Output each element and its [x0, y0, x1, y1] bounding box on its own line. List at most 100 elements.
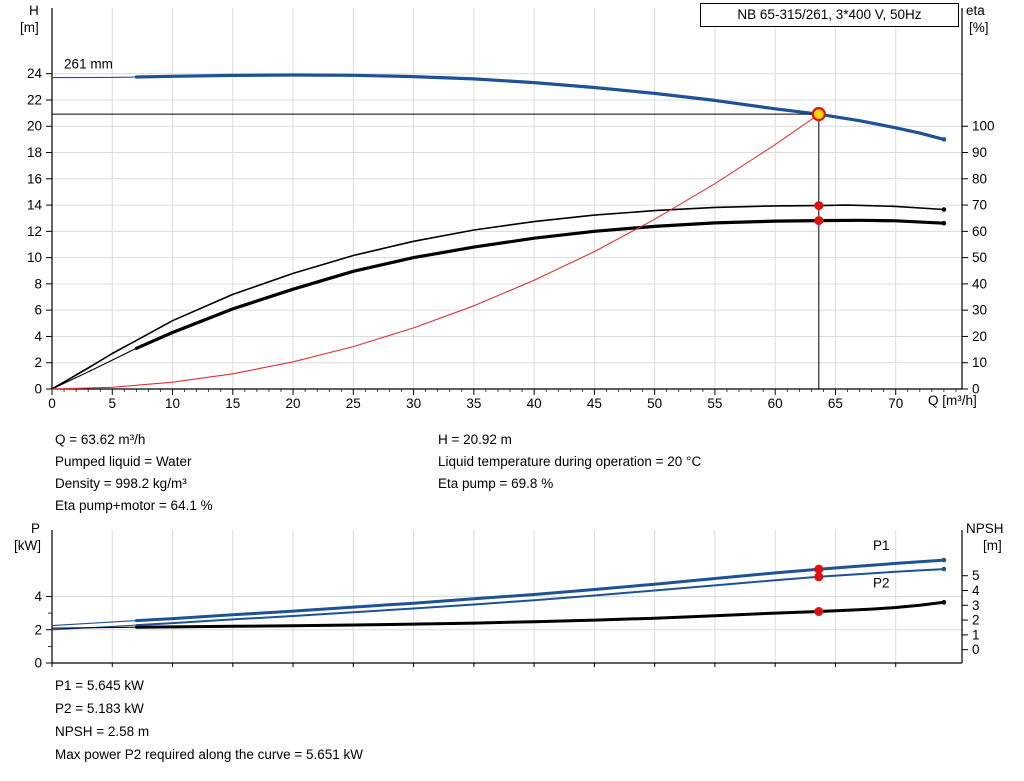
y-right-tick-label: 0 [972, 642, 980, 657]
y-right-tick-label: 60 [972, 224, 987, 239]
y-left-tick-label: 0 [34, 382, 42, 397]
y-left-tick-label: 6 [34, 303, 42, 318]
y-right-tick-label: 80 [972, 171, 987, 186]
npsh-axis-unit: [m] [983, 538, 1002, 553]
y-right-tick-label: 1 [972, 627, 980, 642]
eta-pump-curve [51, 204, 944, 390]
head-curve-261mm-end-dot [941, 137, 947, 142]
duty-parabola [51, 113, 820, 390]
y-left-tick-label: 22 [27, 92, 42, 107]
info-line-eta-pump: Eta pump = 69.8 % [438, 476, 554, 491]
y-right-tick-label: 30 [972, 303, 987, 318]
info-line-h: H = 20.92 m [438, 432, 512, 447]
eta-axis-name: eta [966, 3, 985, 18]
eta-pump-point-marker [814, 201, 824, 211]
x-tick-label: 10 [165, 396, 180, 411]
p2-point-marker [814, 572, 824, 582]
operating-data-right: H = 20.92 m Liquid temperature during op… [438, 429, 701, 495]
eta-pump-motor-point-marker [814, 216, 824, 226]
npsh-curve-lead [51, 626, 137, 629]
x-tick-label: 40 [527, 396, 542, 411]
y-right-tick-label: 5 [972, 568, 980, 583]
y-left-tick-label: 4 [34, 329, 42, 344]
x-tick-label: 35 [466, 396, 481, 411]
x-tick-label: 0 [48, 396, 56, 411]
head-curve-261mm [134, 73, 946, 141]
x-tick-label: 70 [888, 396, 903, 411]
p1-point-marker [814, 564, 824, 574]
info-line-q: Q = 63.62 m³/h [55, 432, 146, 447]
y-left-tick-label: 24 [27, 66, 43, 81]
p1-curve-lead [51, 620, 137, 627]
y-left-tick-label: 12 [27, 224, 42, 239]
y-right-tick-label: 3 [972, 598, 980, 613]
info-line-eta-pump-motor: Eta pump+motor = 64.1 % [55, 498, 213, 513]
qh-eta-chart: 0 5 10 15 20 25 30 35 40 45 50 55 60 65 70024681012141… [27, 8, 995, 411]
eta-pump-motor-curve [134, 218, 946, 350]
y-right-tick-label: 20 [972, 329, 987, 344]
eta-pump-motor-curve-lead [51, 347, 137, 390]
info-line-temperature: Liquid temperature during operation = 20… [438, 454, 702, 469]
y-left-tick-label: 16 [27, 171, 42, 186]
y-right-tick-label: 2 [972, 613, 980, 628]
curve-annotation: P1 [873, 538, 890, 553]
info-line-liquid: Pumped liquid = Water [55, 454, 192, 469]
y-right-tick-label: 70 [972, 198, 987, 213]
p-axis-name: P [31, 521, 41, 536]
info-line-npsh: NPSH = 2.58 m [55, 724, 150, 739]
info-line-p1: P1 = 5.645 kW [55, 678, 144, 693]
y-left-tick-label: 2 [34, 355, 42, 370]
p2-curve [135, 568, 945, 627]
info-line-density: Density = 998.2 kg/m³ [55, 476, 187, 491]
y-left-tick-label: 18 [27, 145, 42, 160]
npsh-curve-end-dot [941, 600, 947, 605]
info-line-p2: P2 = 5.183 kW [55, 701, 144, 716]
y-right-tick-label: 4 [972, 583, 980, 598]
x-tick-label: 55 [707, 396, 722, 411]
p2-curve-end-dot [941, 566, 947, 572]
y-left-tick-label: 14 [27, 198, 43, 213]
y-right-tick-label: 100 [972, 119, 995, 134]
x-tick-label: 60 [768, 396, 783, 411]
y-right-tick-label: 10 [972, 355, 987, 370]
y-left-tick-label: 2 [34, 622, 42, 637]
y-right-tick-label: 40 [972, 276, 987, 291]
y-right-tick-label: 50 [972, 250, 987, 265]
eta-axis-unit: [%] [969, 20, 989, 35]
h-axis-unit: [m] [20, 20, 39, 35]
npsh-point-marker [814, 607, 824, 617]
eta-pump-motor-curve-end-dot [941, 220, 947, 226]
x-tick-label: 45 [587, 396, 602, 411]
y-left-tick-label: 0 [34, 656, 42, 671]
x-tick-label: 65 [828, 396, 843, 411]
h-axis-name: H [29, 3, 39, 18]
info-line-max-power: Max power P2 required along the curve = … [55, 747, 364, 762]
x-tick-label: 30 [406, 396, 421, 411]
y-left-tick-label: 20 [27, 119, 42, 134]
curve-annotation: P2 [873, 575, 890, 590]
q-axis-label: Q [m³/h] [928, 393, 977, 408]
y-right-tick-label: 90 [972, 145, 987, 160]
power-data-block: P1 = 5.645 kW P2 = 5.183 kW NPSH = 2.58 … [55, 674, 363, 766]
eta-pump-curve-end-dot [941, 207, 947, 212]
duty-point-marker [811, 107, 826, 122]
npsh-axis-name: NPSH [966, 521, 1004, 536]
x-tick-label: 25 [346, 396, 361, 411]
npsh-curve [134, 600, 946, 629]
x-tick-label: 20 [286, 396, 301, 411]
x-tick-label: 50 [647, 396, 662, 411]
y-left-tick-label: 8 [34, 276, 42, 291]
x-tick-label: 15 [225, 396, 240, 411]
p1-curve-end-dot [941, 557, 947, 563]
x-tick-label: 5 [109, 396, 117, 411]
pump-model-title: NB 65-315/261, 3*400 V, 50Hz [700, 3, 959, 27]
head-curve-261mm-lead [51, 76, 137, 79]
p-axis-unit: [kW] [14, 538, 41, 553]
y-left-tick-label: 4 [34, 589, 42, 604]
p1-curve [134, 558, 946, 623]
operating-data-left: Q = 63.62 m³/h Pumped liquid = Water Den… [55, 429, 213, 517]
y-left-tick-label: 10 [27, 250, 42, 265]
y-right-tick-label: 0 [972, 382, 980, 397]
